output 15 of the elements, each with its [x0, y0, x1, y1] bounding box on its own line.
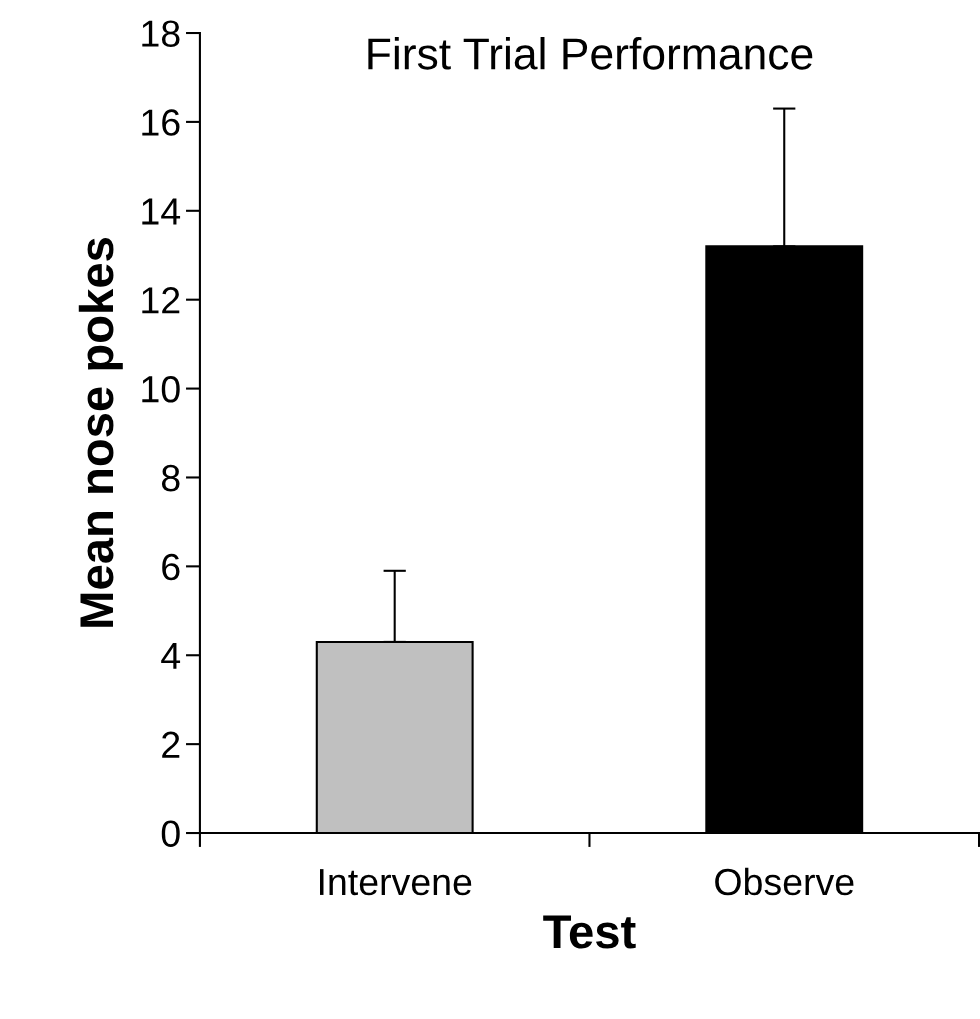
y-tick-label: 4: [161, 643, 181, 669]
y-tick-label: 6: [162, 553, 180, 581]
chart-title: First Trial Performance: [368, 37, 813, 70]
y-tick-label: 10: [142, 375, 180, 403]
x-tick-label: Intervene: [319, 869, 472, 896]
y-tick-label: 18: [142, 20, 180, 47]
y-tick-label: 12: [142, 287, 180, 314]
y-axis-title: Mean nose pokes: [78, 238, 123, 627]
y-tick-label: 2: [162, 731, 180, 758]
y-tick-label: 8: [161, 464, 180, 492]
x-axis-title: Test: [543, 915, 636, 949]
y-tick-label: 16: [142, 109, 180, 136]
y-tick-label: 0: [161, 820, 180, 847]
x-tick-label: Observe: [715, 867, 854, 896]
y-tick-label: 14: [142, 198, 181, 225]
